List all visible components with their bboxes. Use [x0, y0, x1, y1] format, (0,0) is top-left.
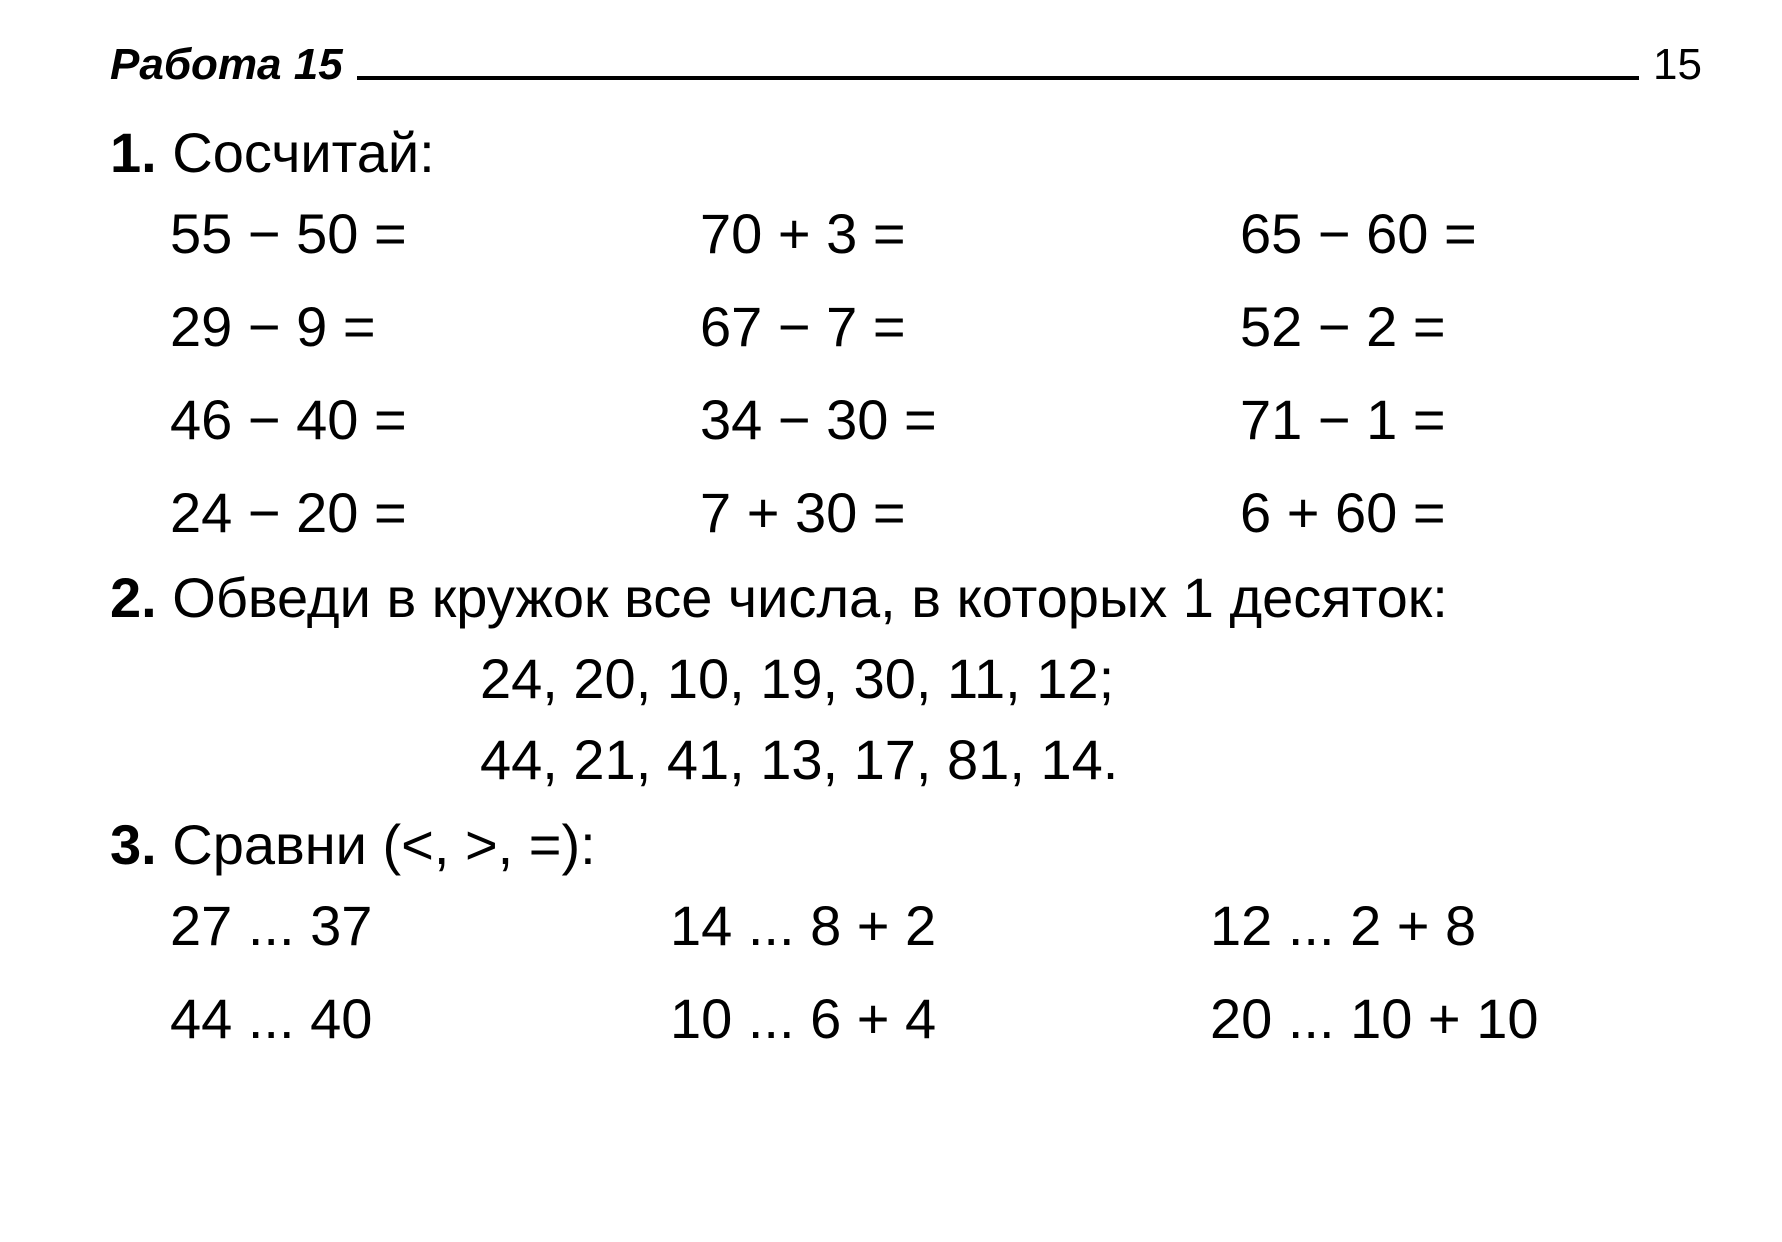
- task2-number: 2.: [110, 566, 157, 629]
- task3-heading: 3. Сравни (<, >, =):: [110, 812, 1702, 877]
- header-rule: [357, 76, 1639, 80]
- task3-grid: 27 ... 37 14 ... 8 + 2 12 ... 2 + 8 44 .…: [170, 893, 1702, 1051]
- task1-title: Сосчитай:: [172, 121, 434, 184]
- calc-cell: 34 − 30 =: [700, 387, 1240, 452]
- calc-cell: 55 − 50 =: [170, 201, 700, 266]
- worksheet-page: Работа 15 15 1. Сосчитай: 55 − 50 = 70 +…: [0, 0, 1782, 1091]
- task1-grid: 55 − 50 = 70 + 3 = 65 − 60 = 29 − 9 = 67…: [170, 201, 1702, 545]
- task2-title: Обведи в кружок все числа, в которых 1 д…: [172, 566, 1448, 629]
- page-number: 15: [1653, 40, 1702, 90]
- calc-cell: 67 − 7 =: [700, 294, 1240, 359]
- compare-cell: 44 ... 40: [170, 986, 670, 1051]
- calc-cell: 24 − 20 =: [170, 480, 700, 545]
- calc-cell: 46 − 40 =: [170, 387, 700, 452]
- calc-cell: 6 + 60 =: [1240, 480, 1760, 545]
- work-title: Работа 15: [110, 40, 343, 90]
- compare-cell: 12 ... 2 + 8: [1210, 893, 1750, 958]
- task3-title: Сравни (<, >, =):: [172, 813, 595, 876]
- page-header: Работа 15 15: [110, 40, 1702, 90]
- compare-cell: 27 ... 37: [170, 893, 670, 958]
- task1-heading: 1. Сосчитай:: [110, 120, 1702, 185]
- calc-cell: 65 − 60 =: [1240, 201, 1760, 266]
- calc-cell: 7 + 30 =: [700, 480, 1240, 545]
- task2-heading: 2. Обведи в кружок все числа, в которых …: [110, 565, 1702, 630]
- calc-cell: 52 − 2 =: [1240, 294, 1760, 359]
- calc-cell: 29 − 9 =: [170, 294, 700, 359]
- compare-cell: 14 ... 8 + 2: [670, 893, 1210, 958]
- task3-number: 3.: [110, 813, 157, 876]
- calc-cell: 71 − 1 =: [1240, 387, 1760, 452]
- calc-cell: 70 + 3 =: [700, 201, 1240, 266]
- task2-line1: 24, 20, 10, 19, 30, 11, 12;: [480, 646, 1702, 711]
- task2-line2: 44, 21, 41, 13, 17, 81, 14.: [480, 727, 1702, 792]
- compare-cell: 20 ... 10 + 10: [1210, 986, 1750, 1051]
- task1-number: 1.: [110, 121, 157, 184]
- compare-cell: 10 ... 6 + 4: [670, 986, 1210, 1051]
